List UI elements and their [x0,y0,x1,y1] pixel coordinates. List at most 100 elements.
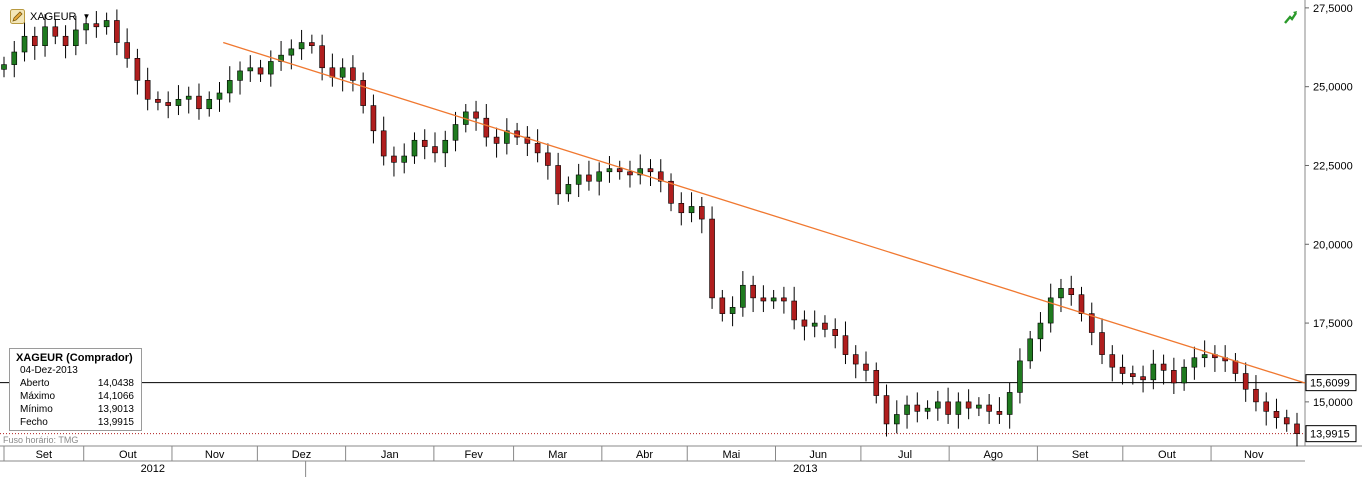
plot-area [0,0,1305,446]
candle-up [1201,354,1208,359]
candle-down [350,67,356,81]
trendline-group[interactable] [223,41,1306,384]
candle-up [1191,357,1198,368]
month-label: Out [1158,449,1176,461]
candle-down [586,174,592,182]
candle-down [432,146,438,154]
candle-up [1027,338,1033,362]
candle-down [1283,417,1290,425]
month-label: Fev [465,449,484,461]
candle-up [411,139,418,157]
candle-up [11,51,18,65]
candle-down [1109,354,1116,368]
candle-up [688,206,695,214]
x-axis: Set Out Nov Dez Jan Fev Mar Abr Mai Jun Jul Ago Set O… [3,446,1264,477]
price-label-text: 15,6099 [1310,378,1350,390]
candle-down [93,23,100,28]
symbol-label: XAGEUR [30,10,77,23]
candle-down [1119,366,1126,374]
info-date: 04-Dez-2013 [20,365,78,376]
candle-down [801,319,808,327]
candle-down [873,370,880,396]
info-label: Aberto [20,378,50,389]
symbol-selector[interactable]: XAGEUR ▼ [10,9,90,24]
candle-up [206,98,213,110]
candle-up [216,92,223,100]
candle-down [914,404,921,412]
candle-up [811,322,818,327]
month-label: Jun [809,449,827,461]
candle-up [1006,392,1013,415]
candle-down [832,329,839,336]
candle-down [1263,401,1270,412]
y-tick-label: 17,5000 [1313,318,1353,330]
candle-down [31,35,38,47]
candle-down [647,168,654,173]
candle-down [360,80,366,106]
info-row-open: Aberto 14,0438 [20,377,141,390]
candle-down [257,67,264,75]
candle-down [196,95,202,110]
candle-down [534,143,541,154]
month-label: Mar [548,449,567,461]
month-label: Out [119,449,137,461]
candle-up [442,139,449,154]
candle-up [596,171,602,182]
candle-up [452,124,459,141]
candle-up [226,80,233,94]
candle-down [1242,373,1249,390]
caret-down-icon[interactable]: ▼ [82,12,91,21]
candle-up [893,414,900,425]
candle-up [247,67,254,72]
candle-down [134,58,141,81]
candle-down [1160,363,1167,371]
price-level-lines [0,382,1305,435]
pencil-icon[interactable] [10,9,25,24]
candle-up [1037,322,1044,340]
candle-down [1088,313,1095,333]
candle-down [493,136,500,144]
info-label: Máximo [20,391,56,402]
candle-down [1294,423,1300,435]
y-tick-label: 27,5000 [1313,3,1353,15]
candle-down [842,335,849,355]
month-label: Jan [381,449,399,461]
candle-down [791,300,797,321]
candle-down [760,297,767,302]
candle-up [504,130,510,144]
candle-down [699,206,705,220]
y-tick-label: 22,5000 [1313,160,1353,172]
candle-up [298,42,305,50]
y-tick-label: 20,0000 [1313,239,1353,251]
info-row-low: Mínimo 13,9013 [20,403,141,416]
candle-down [863,363,869,371]
candle-down [155,98,161,103]
candle-up [1047,297,1054,324]
candle-down [319,45,325,69]
month-label: Ago [983,449,1003,461]
candle-up [565,184,572,195]
candle-up [73,29,79,47]
month-label: Jul [898,449,912,461]
candle-up [1017,360,1023,393]
candle-up [288,48,295,56]
candle-up [740,284,746,308]
candle-down [52,26,59,37]
candle-up [924,407,931,412]
info-label: Fecho [20,417,48,428]
candle-up [339,67,346,78]
month-label: Nov [205,449,225,461]
month-label: Dez [292,449,312,461]
candle-down [616,168,623,173]
candle-down [144,80,151,100]
candle-down [986,404,992,412]
uptrend-arrow-icon[interactable] [1283,9,1299,25]
candle-down [524,136,531,144]
candle-down [781,297,787,302]
candle-down [545,152,551,166]
candle-down [1099,332,1105,355]
info-value: 14,1066 [97,391,134,402]
candle-down [1130,373,1136,377]
candle-up [575,174,582,185]
